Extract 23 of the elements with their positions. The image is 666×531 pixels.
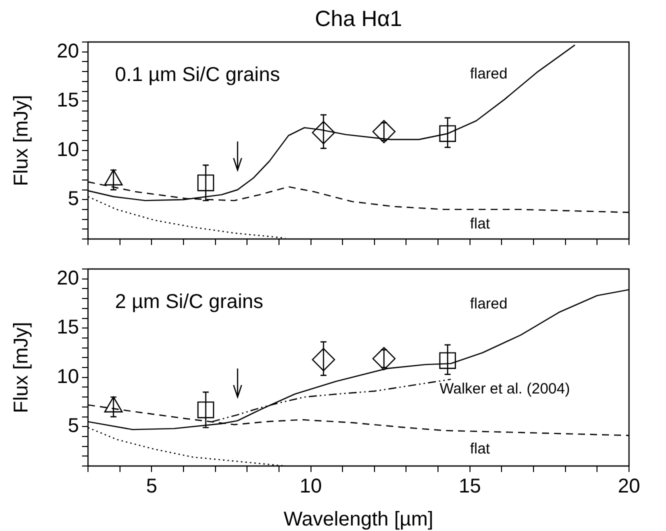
- y-tick-label: 15: [56, 90, 79, 112]
- x-tick-label: 20: [618, 476, 640, 498]
- x-tick-label: 15: [458, 476, 482, 498]
- y-tick-label: 20: [56, 40, 79, 62]
- y-tick-label: 5: [68, 188, 79, 210]
- x-tick-label: 10: [300, 476, 322, 498]
- y-tick-label: 20: [56, 267, 79, 290]
- annotation: flared: [470, 296, 508, 313]
- annotation: 2 µm Si/C grains: [115, 291, 264, 314]
- y-tick-label: 10: [56, 366, 79, 388]
- y-tick-label: 5: [68, 415, 79, 438]
- x-tick-label: 5: [146, 476, 158, 498]
- annotation: flared: [470, 66, 508, 83]
- annotation: Walker et al. (2004): [440, 380, 570, 398]
- y-tick-label: 10: [56, 138, 79, 161]
- y-tick-label: 15: [56, 316, 79, 339]
- annotation: flat: [470, 215, 491, 232]
- x-axis-title: Wavelength [µm]: [284, 508, 434, 531]
- annotation: flat: [470, 440, 491, 458]
- y-axis-title: Flux [mJy]: [10, 94, 33, 186]
- y-axis-title: Flux [mJy]: [10, 322, 33, 414]
- annotation: 0.1 µm Si/C grains: [115, 64, 280, 86]
- chart-title: Cha Hα1: [314, 6, 404, 32]
